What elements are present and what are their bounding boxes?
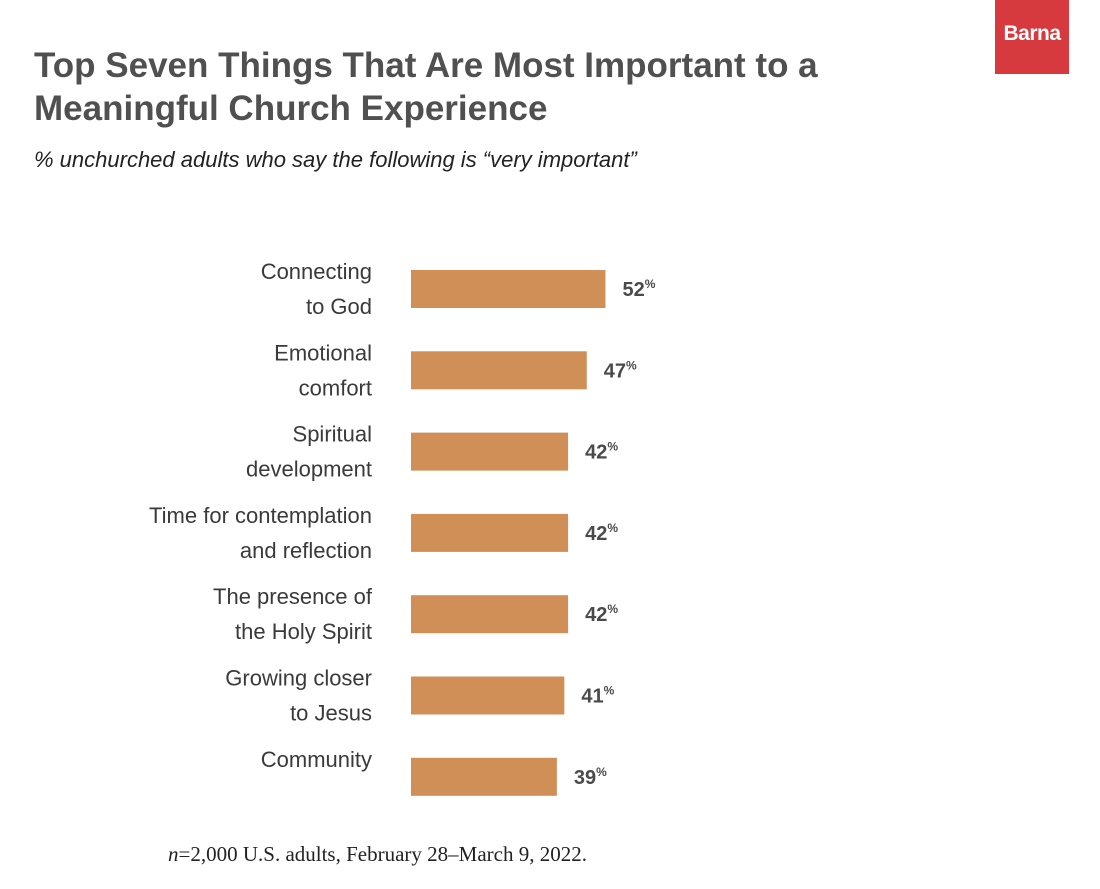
bar-6 bbox=[411, 676, 565, 715]
value-label-5: 42% bbox=[585, 602, 618, 626]
footnote-n-symbol: n bbox=[168, 842, 179, 866]
barna-logo: Barna bbox=[995, 0, 1069, 74]
category-label-7: Community bbox=[261, 747, 372, 772]
category-label-2: Emotional comfort bbox=[274, 340, 372, 400]
value-label-7: 39% bbox=[574, 765, 607, 789]
bar-2 bbox=[411, 351, 587, 390]
bar-1 bbox=[411, 270, 606, 308]
chart-title: Top Seven Things That Are Most Important… bbox=[34, 46, 818, 128]
category-label-4: Time for contemplation and reflection bbox=[149, 503, 372, 563]
footnote-text: =2,000 U.S. adults, February 28–March 9,… bbox=[178, 842, 587, 866]
value-label-4: 42% bbox=[585, 521, 618, 545]
value-label-2: 47% bbox=[604, 358, 637, 382]
category-label-1: Connecting to God bbox=[261, 259, 372, 319]
category-label-6: Growing closer to Jesus bbox=[225, 666, 372, 726]
bar-5 bbox=[411, 595, 569, 634]
category-label-5: The presence of the Holy Spirit bbox=[213, 584, 373, 644]
bar-3 bbox=[411, 432, 569, 471]
bar-7 bbox=[411, 757, 557, 796]
value-label-6: 41% bbox=[581, 684, 614, 708]
category-label-3: Spiritual development bbox=[246, 422, 372, 482]
barna-logo-text: Barna bbox=[1003, 22, 1061, 45]
sample-footnote: n=2,000 U.S. adults, February 28–March 9… bbox=[168, 842, 587, 867]
value-label-1: 52% bbox=[622, 277, 655, 301]
value-label-3: 42% bbox=[585, 440, 618, 464]
chart-subtitle: % unchurched adults who say the followin… bbox=[34, 147, 637, 172]
bar-4 bbox=[411, 513, 569, 552]
